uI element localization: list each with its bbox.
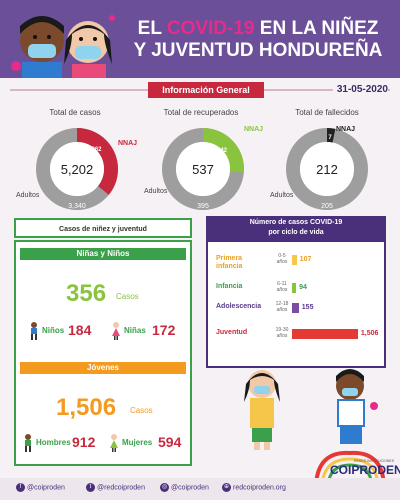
lifecycle-category-label: Juventud xyxy=(216,329,248,336)
women-count: 594 xyxy=(158,434,182,450)
cases-nnaj-label: NNAJ xyxy=(118,140,138,147)
children-total: 356 xyxy=(66,280,107,307)
children-youth-panel: Niñas y Niños 356 Casos Niños 184 Niñas … xyxy=(14,240,192,466)
boys-label: Niños xyxy=(42,326,65,335)
deaths-nnaj-label: NNAJ xyxy=(336,126,356,133)
lifecycle-bar-value: 107 xyxy=(299,256,312,263)
deaths-title: Total de fallecidos xyxy=(295,108,359,117)
children-masks-illustration xyxy=(11,15,115,78)
youth-total: 1,506 xyxy=(56,394,117,421)
lifecycle-bar xyxy=(292,283,297,293)
children-section-heading: Casos de niñez y juventud xyxy=(14,218,192,238)
info-row: Información General 31-05-2020 xyxy=(0,82,400,98)
lifecycle-row: Primera infancia 0-5 años 107 xyxy=(216,252,384,270)
footer: f @coiproden t @redcoiproden ◎ @coiproden ⊕… xyxy=(0,478,400,500)
cases-title: Total de casos xyxy=(49,108,101,117)
recovered-title: Total de recuperados xyxy=(163,108,239,117)
youth-unit: Casos xyxy=(130,406,153,415)
deaths-nnaj-value: 7 xyxy=(328,135,332,141)
logo-name: COIPRODEN xyxy=(330,463,400,477)
lifecycle-category-label: Primera infancia xyxy=(216,255,243,270)
girl-icon xyxy=(112,322,120,340)
lifecycle-bar xyxy=(292,303,299,313)
lifecycle-range-label: 19-30 años xyxy=(275,327,289,339)
cases-total: 5,202 xyxy=(61,162,94,177)
boys-count: 184 xyxy=(68,322,92,338)
deaths-adults-label: Adultos xyxy=(270,192,294,199)
lifecycle-range-label: 0-5 años xyxy=(276,253,288,265)
girls-label: Niñas xyxy=(124,326,146,335)
globe-icon: ⊕ xyxy=(222,483,231,492)
recovered-total: 537 xyxy=(192,162,214,177)
twitter-icon: t xyxy=(86,483,95,492)
info-badge: Información General xyxy=(148,82,264,98)
facebook-link[interactable]: f @coiproden xyxy=(16,483,65,492)
lifecycle-chart: Primera infancia 0-5 años 107 Infancia 6-11 … xyxy=(206,240,386,368)
lifecycle-range-label: 6-11 años xyxy=(276,281,288,293)
lifecycle-category-label: Adolescencia xyxy=(216,303,262,310)
facebook-icon: f xyxy=(16,483,25,492)
children-unit: Casos xyxy=(116,292,139,301)
cases-adults-value: 3,340 xyxy=(68,203,86,210)
children-subheading: Niñas y Niños xyxy=(20,248,186,260)
recovered-adults-label: Adultos xyxy=(144,188,168,195)
instagram-link[interactable]: ◎ @coiproden xyxy=(160,483,209,492)
lifecycle-bar-value: 94 xyxy=(299,284,307,291)
men-label: Hombres xyxy=(36,438,71,447)
web-link[interactable]: ⊕ redcoiproden.org xyxy=(222,483,286,492)
coiproden-logo xyxy=(314,450,386,486)
deaths-donut: 7 212 205 xyxy=(286,128,368,210)
lifecycle-range-label: 12-18 años xyxy=(275,301,289,313)
women-label: Mujeres xyxy=(122,438,153,447)
header-banner: EL COVID-19 EN LA NIÑEZ Y JUVENTUD HONDU… xyxy=(0,0,400,78)
cases-adults-label: Adultos xyxy=(16,192,40,199)
lifecycle-bar xyxy=(292,329,358,339)
recovered-donut: 142 537 395 xyxy=(162,128,244,210)
lifecycle-bar xyxy=(292,255,297,265)
lifecycle-category-label: Infancia xyxy=(216,283,243,290)
cases-nnaj-value: 1,862 xyxy=(86,147,102,153)
girls-count: 172 xyxy=(152,322,176,338)
woman-icon xyxy=(110,434,118,452)
children-masks-illustration-bottom xyxy=(244,369,378,450)
lifecycle-row: Infancia 6-11 años 94 xyxy=(216,280,384,298)
lifecycle-bar-value: 1,506 xyxy=(360,330,379,337)
man-icon xyxy=(25,434,31,452)
lifecycle-bar-value: 155 xyxy=(301,304,314,311)
lifecycle-section-heading: Número de casos COVID-19 por ciclo de vi… xyxy=(206,216,386,240)
recovered-adults-value: 395 xyxy=(197,203,209,210)
men-count: 912 xyxy=(72,434,96,450)
youth-subheading: Jóvenes xyxy=(20,362,186,374)
boy-icon xyxy=(31,322,37,340)
page-title: EL COVID-19 EN LA NIÑEZ Y JUVENTUD HONDU… xyxy=(133,18,383,61)
lifecycle-row: Adolescencia 12-18 años 155 xyxy=(216,300,384,318)
logo-tagline: REDES INSTITUCIONES xyxy=(354,459,395,463)
instagram-icon: ◎ xyxy=(160,483,169,492)
recovered-nnaj-value: 142 xyxy=(217,148,228,154)
twitter-link[interactable]: t @redcoiproden xyxy=(86,483,145,492)
lifecycle-row: Juventud 19-30 años 1,506 xyxy=(216,326,384,344)
deaths-total: 212 xyxy=(316,162,338,177)
recovered-nnaj-label: NNAJ xyxy=(244,126,264,133)
deaths-adults-value: 205 xyxy=(321,203,333,210)
report-date: 31-05-2020 xyxy=(332,84,388,95)
cases-donut: 1,862 5,202 3,340 xyxy=(36,128,118,210)
